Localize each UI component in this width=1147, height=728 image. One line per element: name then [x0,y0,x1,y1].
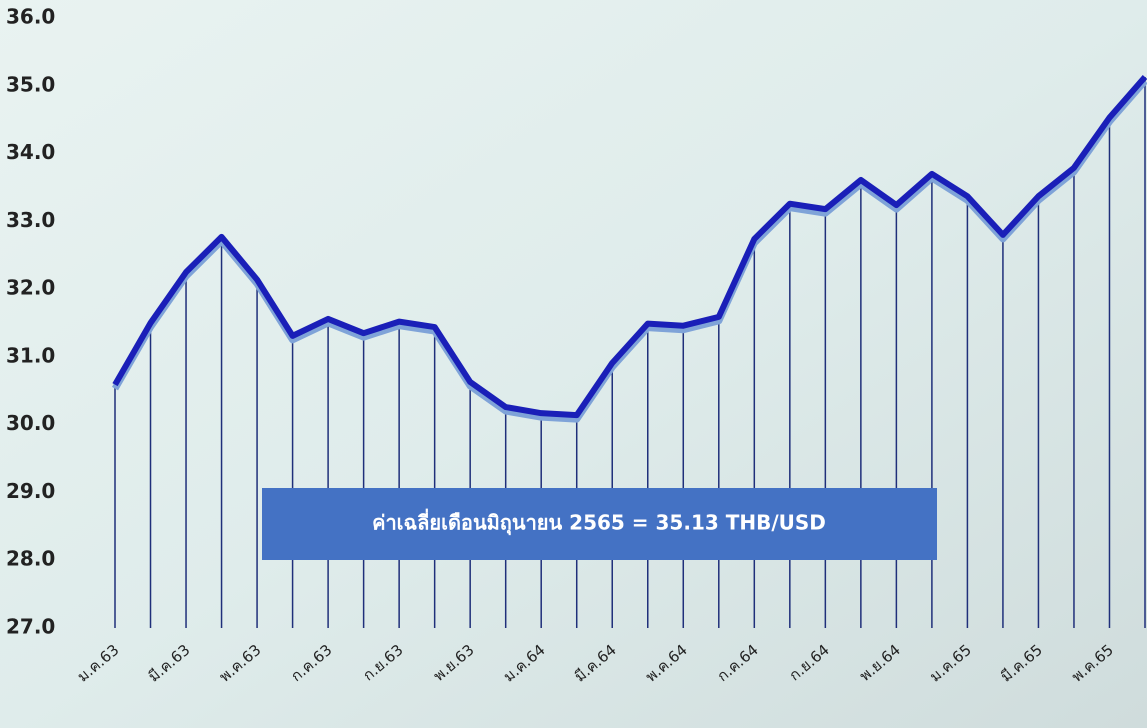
chart: ค่าเฉลี่ยเดือนมิถุนายน 2565 = 35.13 THB/… [0,0,1147,728]
y-tick-label: 30.0 [6,411,55,435]
y-tick-label: 36.0 [6,5,55,29]
y-tick-label: 34.0 [6,140,55,164]
y-tick-label: 29.0 [6,479,55,503]
y-tick-label: 32.0 [6,276,55,300]
annotation: ค่าเฉลี่ยเดือนมิถุนายน 2565 = 35.13 THB/… [372,508,826,536]
y-tick-label: 27.0 [6,615,55,639]
y-tick-label: 28.0 [6,547,55,571]
y-tick-label: 35.0 [6,72,55,96]
y-tick-label: 31.0 [6,343,55,367]
background [0,0,1147,728]
y-tick-label: 33.0 [6,208,55,232]
